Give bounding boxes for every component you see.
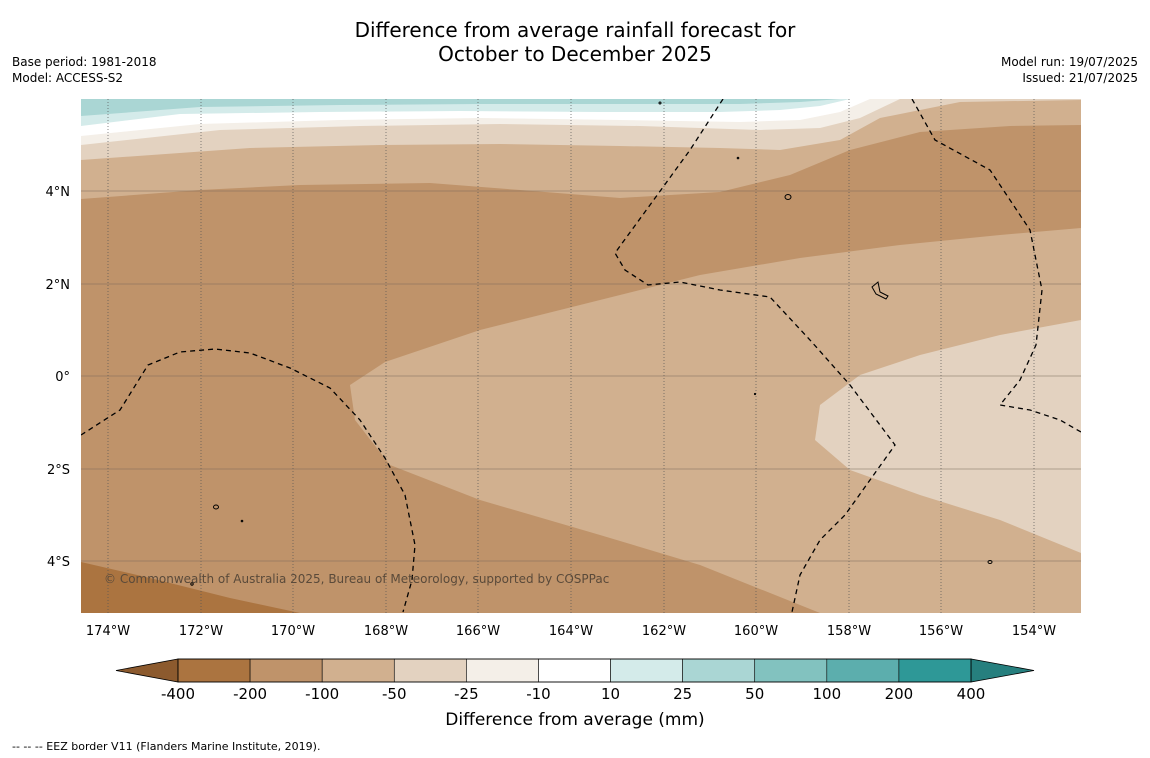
rainfall-map xyxy=(81,99,1081,613)
meta-left: Base period: 1981-2018 Model: ACCESS-S2 xyxy=(12,54,157,86)
map-title: Difference from average rainfall forecas… xyxy=(0,18,1150,66)
graticule-latitude xyxy=(81,190,1081,562)
colorbar-segment xyxy=(682,658,756,683)
lon-label: 158°W xyxy=(827,624,871,639)
lat-label: 4°N xyxy=(46,185,71,200)
lon-label: 172°W xyxy=(179,624,223,639)
lon-label: 168°W xyxy=(364,624,408,639)
anomaly-band-plus25-north xyxy=(81,99,840,116)
colorbar-segment xyxy=(177,658,251,683)
colorbar-tick-label: -200 xyxy=(233,685,267,703)
lat-label: 4°S xyxy=(47,555,70,570)
lon-label: 174°W xyxy=(86,624,130,639)
colorbar-segment xyxy=(321,658,395,683)
colorbar-low-extension xyxy=(115,658,179,683)
colorbar-tick-label: -100 xyxy=(305,685,339,703)
colorbar-outline xyxy=(177,658,972,683)
latitude-labels: 4°N 2°N 0° 2°S 4°S xyxy=(46,185,71,570)
title-line-1: Difference from average rainfall forecas… xyxy=(354,18,796,42)
colorbar: -400 -200 -100 -50 -25 -10 10 25 50 100 200 400 xyxy=(115,658,1035,703)
model-name: Model: ACCESS-S2 xyxy=(12,71,124,85)
lon-label: 170°W xyxy=(271,624,315,639)
colorbar-segment xyxy=(249,658,323,683)
issued-date: Issued: 21/07/2025 xyxy=(1022,71,1138,85)
colorbar-tick-label: 200 xyxy=(885,685,914,703)
colorbar-tick-label: 10 xyxy=(601,685,620,703)
base-period: Base period: 1981-2018 xyxy=(12,55,157,69)
anomaly-band-minus400 xyxy=(81,562,300,613)
lon-label: 154°W xyxy=(1012,624,1056,639)
anomaly-band-minus50-east xyxy=(815,320,1081,553)
islands xyxy=(190,101,993,586)
colorbar-tick-label: -50 xyxy=(382,685,407,703)
copyright-notice: © Commonwealth of Australia 2025, Bureau… xyxy=(104,572,610,586)
colorbar-tick-label: -10 xyxy=(526,685,551,703)
colorbar-tick-label: 50 xyxy=(745,685,764,703)
colorbar-tick-label: -400 xyxy=(161,685,195,703)
colorbar-tick-label: -25 xyxy=(454,685,479,703)
colorbar-segment xyxy=(466,658,539,683)
colorbar-segment xyxy=(754,658,828,683)
colorbar-high-extension xyxy=(970,658,1035,683)
colorbar-segment xyxy=(538,658,611,683)
lat-label: 2°S xyxy=(47,463,70,478)
colorbar-label: Difference from average (mm) xyxy=(445,710,705,730)
lon-label: 166°W xyxy=(456,624,500,639)
longitude-labels: 174°W 172°W 170°W 168°W 166°W 164°W 162°… xyxy=(86,624,1056,639)
lon-label: 160°W xyxy=(734,624,778,639)
meta-right: Model run: 19/07/2025 Issued: 21/07/2025 xyxy=(1001,54,1138,86)
lon-label: 156°W xyxy=(919,624,963,639)
model-run: Model run: 19/07/2025 xyxy=(1000,55,1138,69)
colorbar-segment xyxy=(610,658,683,683)
lon-label: 164°W xyxy=(549,624,593,639)
lat-label: 2°N xyxy=(46,278,71,293)
title-line-2: October to December 2025 xyxy=(438,42,712,66)
colorbar-segment xyxy=(898,658,972,683)
colorbar-segments xyxy=(177,658,972,683)
colorbar-segment xyxy=(826,658,900,683)
colorbar-tick-label: 400 xyxy=(957,685,986,703)
colorbar-segment xyxy=(393,658,467,683)
colorbar-tick-label: 25 xyxy=(673,685,692,703)
lon-label: 162°W xyxy=(642,624,686,639)
anomaly-band-minus100-east xyxy=(350,228,1081,613)
eez-borders xyxy=(81,99,1081,613)
colorbar-ticks: -400 -200 -100 -50 -25 -10 10 25 50 100 200 400 xyxy=(161,685,985,703)
footnote: -- -- -- EEZ border V11 (Flanders Marine… xyxy=(12,740,321,753)
colorbar-tick-label: 100 xyxy=(812,685,841,703)
lat-label: 0° xyxy=(55,370,70,385)
